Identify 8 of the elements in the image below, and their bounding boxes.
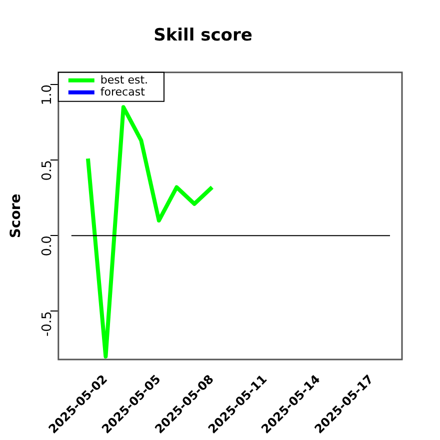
y-tick-label: 0.0 — [40, 236, 55, 256]
legend-label: forecast — [100, 85, 146, 98]
y-axis-title: Score — [8, 194, 24, 238]
y-tick-label: 0.5 — [40, 160, 55, 181]
chart-title: Skill score — [154, 26, 252, 46]
legend-label: best est. — [100, 73, 148, 86]
y-tick-label: 1.0 — [40, 84, 55, 106]
y-tick-label: -0.5 — [40, 311, 55, 337]
